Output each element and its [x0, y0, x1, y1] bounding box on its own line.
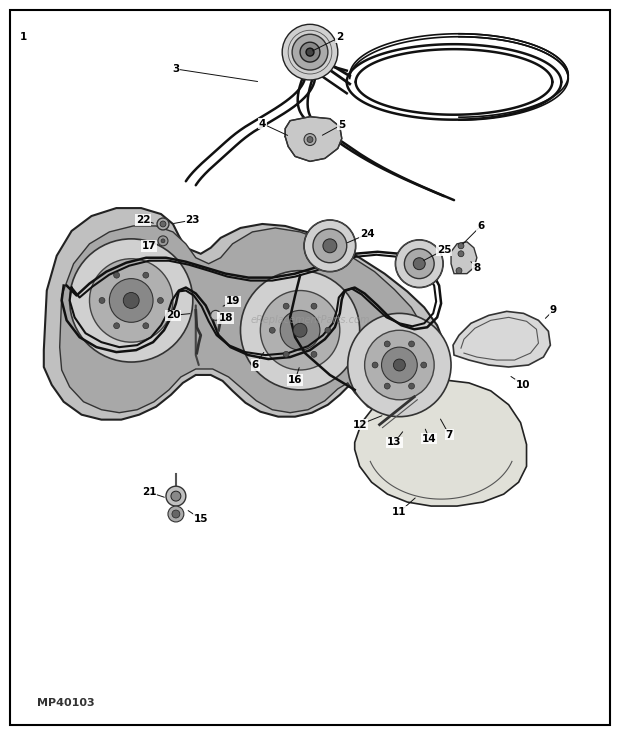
Circle shape [396, 240, 443, 287]
Circle shape [171, 491, 181, 501]
Text: 18: 18 [218, 313, 233, 323]
Circle shape [304, 220, 356, 272]
Text: 6: 6 [252, 360, 259, 370]
Circle shape [311, 351, 317, 357]
Circle shape [157, 218, 169, 230]
Text: 17: 17 [142, 241, 156, 251]
Text: 3: 3 [172, 64, 180, 74]
Circle shape [421, 362, 427, 368]
Text: 20: 20 [166, 310, 180, 320]
Text: 21: 21 [142, 487, 156, 497]
Text: 5: 5 [338, 120, 345, 129]
Text: 22: 22 [136, 215, 151, 225]
Text: 23: 23 [185, 215, 200, 225]
Polygon shape [44, 208, 447, 420]
Circle shape [158, 236, 168, 245]
Circle shape [211, 310, 221, 320]
Circle shape [414, 258, 425, 270]
Circle shape [157, 298, 164, 304]
Circle shape [307, 137, 313, 143]
Text: 7: 7 [445, 429, 453, 440]
Text: 15: 15 [193, 514, 208, 524]
Circle shape [348, 313, 451, 417]
Text: 4: 4 [259, 118, 266, 129]
Text: 14: 14 [422, 434, 436, 443]
Circle shape [300, 42, 320, 62]
Text: 25: 25 [437, 245, 451, 255]
Circle shape [161, 239, 165, 243]
Text: 11: 11 [392, 507, 407, 517]
Text: 1: 1 [20, 32, 27, 42]
Text: 6: 6 [477, 221, 484, 231]
Circle shape [365, 330, 434, 400]
Circle shape [168, 506, 184, 522]
Circle shape [260, 290, 340, 370]
Polygon shape [451, 242, 477, 273]
Circle shape [456, 268, 462, 273]
Circle shape [311, 303, 317, 309]
Circle shape [283, 303, 289, 309]
Circle shape [69, 239, 193, 362]
Circle shape [384, 341, 390, 347]
Circle shape [384, 383, 390, 389]
Circle shape [269, 327, 275, 333]
Circle shape [409, 341, 415, 347]
Circle shape [280, 310, 320, 350]
Polygon shape [453, 312, 551, 367]
Circle shape [381, 347, 417, 383]
Circle shape [283, 351, 289, 357]
Polygon shape [355, 380, 526, 506]
Text: eReplacementParts.com: eReplacementParts.com [250, 315, 370, 326]
Text: 16: 16 [288, 375, 303, 385]
Circle shape [313, 229, 347, 262]
Text: 19: 19 [225, 296, 240, 306]
Circle shape [143, 272, 149, 278]
Circle shape [166, 486, 186, 506]
Circle shape [241, 270, 360, 390]
Circle shape [323, 239, 337, 253]
Text: 8: 8 [473, 262, 480, 273]
Circle shape [89, 259, 173, 343]
Text: MP40103: MP40103 [37, 698, 94, 708]
Polygon shape [285, 117, 342, 162]
Circle shape [394, 359, 405, 371]
Circle shape [404, 249, 434, 279]
Circle shape [113, 272, 120, 278]
Circle shape [123, 293, 139, 309]
Circle shape [293, 323, 307, 337]
Circle shape [113, 323, 120, 329]
Circle shape [172, 510, 180, 518]
Circle shape [306, 49, 314, 56]
Circle shape [282, 24, 338, 80]
Circle shape [109, 279, 153, 323]
Circle shape [304, 134, 316, 146]
Circle shape [160, 221, 166, 227]
Circle shape [409, 383, 415, 389]
Circle shape [458, 243, 464, 249]
Text: 2: 2 [336, 32, 343, 42]
Text: 13: 13 [387, 437, 402, 448]
Circle shape [372, 362, 378, 368]
Circle shape [143, 323, 149, 329]
Circle shape [292, 35, 328, 70]
Circle shape [325, 327, 331, 333]
Text: 12: 12 [352, 420, 367, 430]
Polygon shape [60, 226, 429, 412]
Circle shape [99, 298, 105, 304]
Text: 24: 24 [360, 229, 375, 239]
Circle shape [458, 251, 464, 257]
Text: 9: 9 [550, 305, 557, 315]
Text: 10: 10 [516, 380, 531, 390]
